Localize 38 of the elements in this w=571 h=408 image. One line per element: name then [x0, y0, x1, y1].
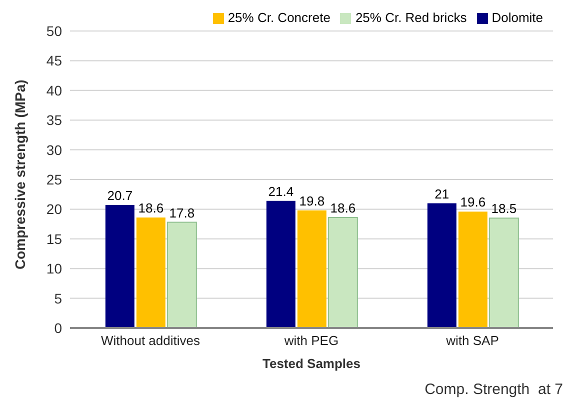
bar	[458, 212, 488, 328]
y-tick-label: 20	[46, 201, 62, 218]
y-tick-label: 35	[46, 112, 62, 128]
legend-label: 25% Cr. Concrete	[228, 10, 330, 25]
data-label: 18.6	[138, 200, 164, 216]
x-tick-label: with PEG	[283, 333, 339, 348]
data-label: 21.4	[268, 184, 294, 199]
x-tick-label: with SAP	[445, 333, 499, 348]
bar	[488, 218, 519, 328]
bar	[328, 217, 358, 328]
y-tick-label: 5	[54, 290, 62, 306]
x-axis-title: Tested Samples	[262, 356, 361, 371]
data-label: 21	[434, 186, 450, 202]
y-tick-label: 25	[46, 171, 62, 188]
bar	[166, 222, 197, 328]
y-axis-title: Compressive strength (MPa)	[12, 80, 28, 270]
y-tick-label: 50	[46, 22, 62, 39]
bar	[427, 203, 456, 328]
y-tick-label: 10	[46, 260, 62, 277]
data-label: 18.6	[330, 200, 356, 216]
text: Comp. Strength at 7	[424, 381, 563, 398]
y-tick-label: 45	[46, 52, 62, 69]
bar	[297, 210, 326, 328]
bar	[105, 205, 134, 328]
bar	[266, 200, 296, 328]
bar	[136, 218, 166, 328]
data-label: 18.5	[491, 201, 517, 216]
y-tick-label: 30	[46, 142, 62, 158]
data-label: 20.7	[107, 188, 133, 204]
legend-label: Dolomite	[492, 10, 543, 25]
y-tick-label: 15	[46, 230, 62, 247]
data-label: 19.8	[299, 193, 325, 208]
y-tick-label: 40	[46, 82, 62, 98]
x-tick-label: Without additives	[101, 333, 200, 348]
data-label: 19.6	[460, 194, 486, 210]
data-label: 17.8	[169, 205, 195, 220]
legend-label: 25% Cr. Red bricks	[355, 10, 467, 25]
y-tick-label: 0	[54, 320, 62, 336]
